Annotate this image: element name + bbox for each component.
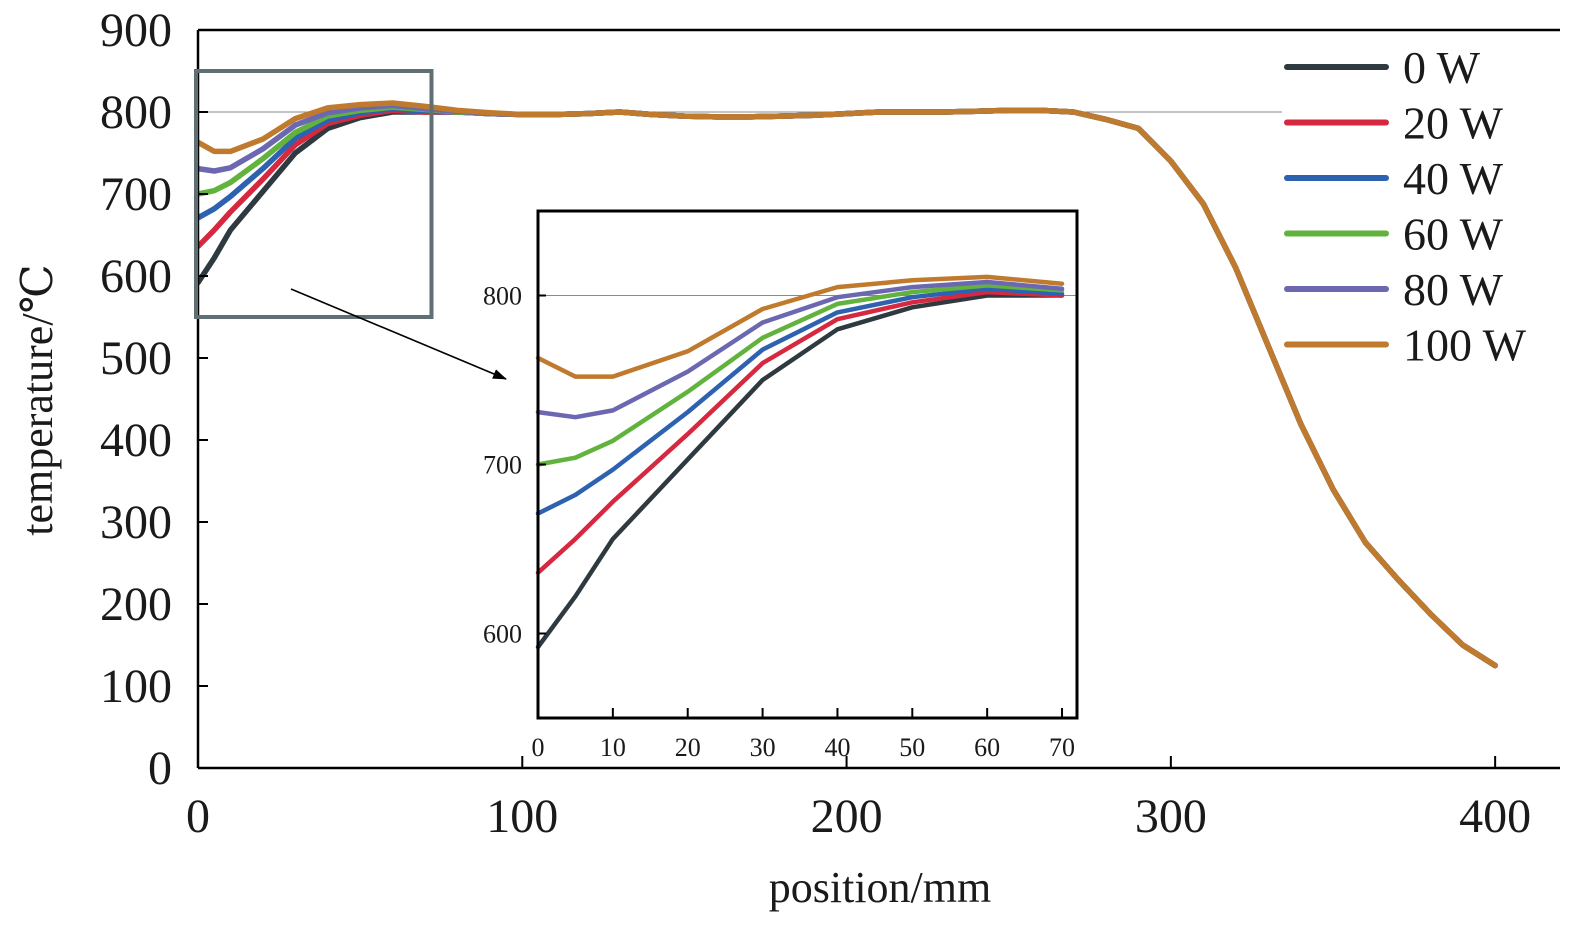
legend-label: 80 W <box>1403 264 1504 315</box>
main-x-tick-label: 0 <box>186 790 210 843</box>
inset-x-tick-label: 40 <box>824 733 850 762</box>
inset-x-tick-label: 60 <box>974 733 1000 762</box>
main-y-tick-label: 0 <box>148 742 172 795</box>
inset-x-tick-label: 30 <box>750 733 776 762</box>
legend-label: 20 W <box>1403 98 1504 149</box>
x-axis-title: position/mm <box>769 863 991 912</box>
inset-series-line-5 <box>535 274 1065 379</box>
legend-label: 40 W <box>1403 153 1504 204</box>
main-y-tick-label: 800 <box>100 86 172 139</box>
main-x-tick-label: 300 <box>1135 790 1207 843</box>
main-x-tick-label: 100 <box>486 790 558 843</box>
main-y-tick-label: 500 <box>100 332 172 385</box>
main-y-tick-label: 700 <box>100 168 172 221</box>
inset-y-tick-label: 700 <box>483 451 522 480</box>
y-axis-title: temperature/℃ <box>13 264 62 536</box>
legend-label: 0 W <box>1403 42 1481 93</box>
inset-series-line-4 <box>535 279 1065 420</box>
main-y-tick-label: 100 <box>100 660 172 713</box>
inset-y-tick-label: 600 <box>483 620 522 649</box>
inset-series-line-1 <box>535 289 1065 575</box>
inset-x-tick-label: 70 <box>1049 733 1075 762</box>
main-y-tick-label: 300 <box>100 496 172 549</box>
inset-x-tick-label: 20 <box>675 733 701 762</box>
inset-axes-group: 600 700 800 0 10 20 30 40 50 60 70 <box>483 209 1079 762</box>
main-x-tick-label: 200 <box>811 790 883 843</box>
inset-y-tick-label: 800 <box>483 282 522 311</box>
inset-series-line-3 <box>535 283 1065 467</box>
main-series-line-5 <box>195 100 1498 669</box>
zoom-arrow <box>290 288 507 380</box>
inset-x-tick-label: 50 <box>899 733 925 762</box>
zoom-region-box <box>194 69 434 319</box>
main-x-tick-label: 400 <box>1459 790 1531 843</box>
main-y-tick-label: 600 <box>100 250 172 303</box>
legend-label: 60 W <box>1403 209 1504 260</box>
inset-x-tick-label: 0 <box>532 733 545 762</box>
inset-x-tick-label: 10 <box>600 733 626 762</box>
main-series-group <box>195 100 1498 669</box>
legend-label: 100 W <box>1403 320 1527 371</box>
main-y-tick-label: 900 <box>100 4 172 57</box>
inset-series-line-0 <box>535 293 1065 650</box>
inset-series-group <box>535 274 1065 650</box>
zoom-indicator-group <box>194 69 507 380</box>
main-y-tick-label: 400 <box>100 414 172 467</box>
inset-series-line-2 <box>535 286 1065 516</box>
main-y-tick-label: 200 <box>100 578 172 631</box>
